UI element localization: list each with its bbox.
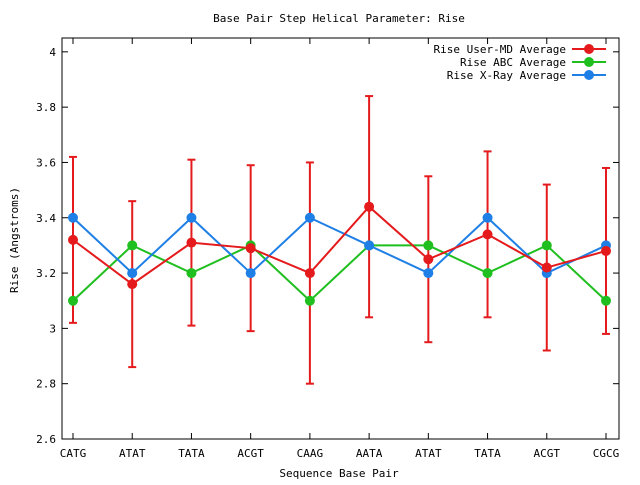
- series-layer: [68, 95, 611, 385]
- legend-label: Rise User-MD Average: [434, 43, 566, 56]
- data-point: [482, 268, 493, 279]
- x-tick-label: ACGT: [237, 447, 264, 460]
- legend-label: Rise X-Ray Average: [447, 69, 566, 82]
- data-point: [186, 212, 197, 223]
- series-line: [72, 244, 607, 303]
- x-tick-label: CAAG: [297, 447, 324, 460]
- data-point: [127, 268, 138, 279]
- data-point: [245, 268, 256, 279]
- data-point: [304, 212, 315, 223]
- x-tick-label: ACGT: [534, 447, 561, 460]
- x-tick-label: AATA: [356, 447, 383, 460]
- x-tick-label: ATAT: [415, 447, 442, 460]
- plot-frame: [61, 37, 620, 440]
- data-point: [423, 240, 434, 251]
- y-tick-label: 3.2: [36, 267, 56, 280]
- data-point: [482, 212, 493, 223]
- data-point: [68, 234, 78, 245]
- data-point: [304, 268, 315, 279]
- y-axis: 2.6 2.8 3 3.2 3.4 3.6 3.8 4: [36, 46, 619, 446]
- series-line: [72, 205, 607, 286]
- chart-title: Base Pair Step Helical Parameter: Rise: [213, 12, 465, 25]
- x-tick-label: TATA: [178, 447, 205, 460]
- data-point: [423, 254, 434, 265]
- y-tick-label: 2.8: [36, 378, 56, 391]
- data-point: [364, 240, 375, 251]
- data-point: [423, 268, 434, 279]
- data-point: [364, 201, 375, 212]
- legend-swatch-point: [584, 70, 594, 80]
- x-tick-label: CATG: [60, 447, 87, 460]
- y-tick-label: 3.4: [36, 212, 56, 225]
- series-0: [68, 201, 611, 290]
- x-axis: CATG ATAT TATA ACGT CAAG AATA ATAT TATA ACGT CGCG: [60, 38, 620, 460]
- legend-swatch-point: [584, 57, 594, 67]
- x-tick-label: ATAT: [119, 447, 146, 460]
- data-point: [186, 268, 197, 279]
- data-point: [127, 279, 138, 290]
- y-tick-label: 4: [49, 46, 56, 59]
- y-tick-label: 3.8: [36, 101, 56, 114]
- legend-label: Rise ABC Average: [460, 56, 566, 69]
- data-point: [601, 245, 611, 256]
- data-point: [541, 262, 552, 273]
- data-point: [186, 237, 197, 248]
- data-point: [245, 243, 256, 254]
- data-point: [68, 295, 78, 306]
- y-axis-label: Rise (Angstroms): [8, 187, 21, 293]
- series-line: [72, 216, 607, 275]
- data-point: [127, 240, 138, 251]
- y-tick-label: 3.6: [36, 156, 56, 169]
- data-point: [541, 240, 552, 251]
- x-tick-label: CGCG: [593, 447, 620, 460]
- data-point: [68, 212, 78, 223]
- y-tick-label: 2.6: [36, 433, 56, 446]
- data-point: [304, 295, 315, 306]
- x-axis-label: Sequence Base Pair: [279, 467, 399, 480]
- legend-swatch-point: [584, 44, 594, 54]
- y-tick-label: 3: [49, 322, 56, 335]
- series-2: [68, 212, 611, 279]
- x-tick-label: TATA: [474, 447, 501, 460]
- data-point: [601, 295, 611, 306]
- data-point: [482, 229, 493, 240]
